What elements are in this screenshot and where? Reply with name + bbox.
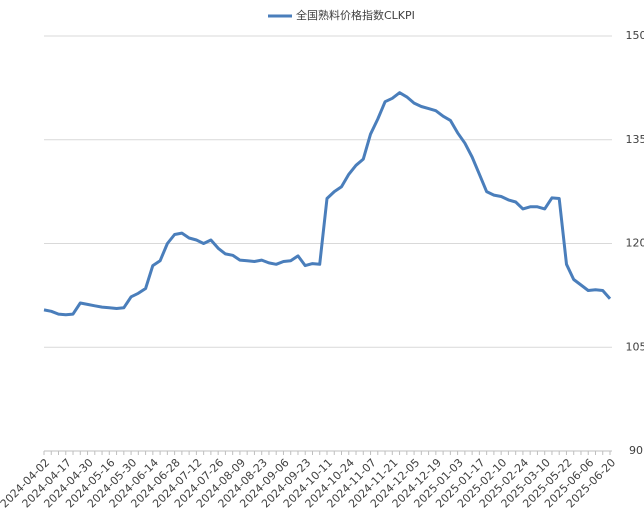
y-tick-label: 135 <box>626 133 644 146</box>
y-tick-label: 150 <box>626 29 644 42</box>
y-tick-label: 105 <box>626 340 644 353</box>
y-tick-label: 90 <box>629 444 643 457</box>
line <box>44 93 610 315</box>
y-tick-label: 120 <box>626 237 644 250</box>
legend-label: 全国熟料价格指数CLKPI <box>296 8 415 22</box>
